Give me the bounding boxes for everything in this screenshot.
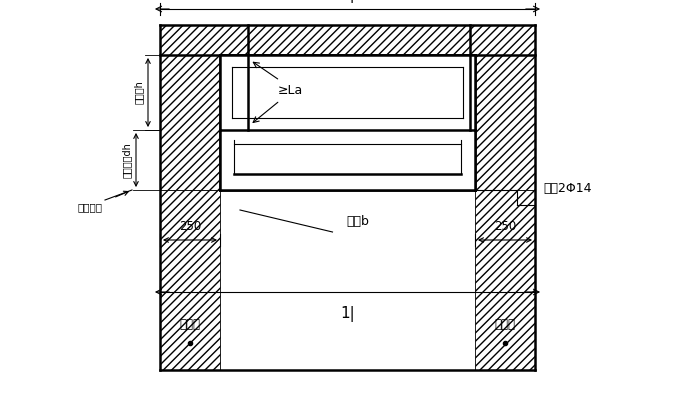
Polygon shape	[160, 55, 220, 190]
Text: 原梁高h: 原梁高h	[134, 80, 144, 104]
Text: 1|: 1|	[340, 306, 355, 322]
Text: 门宽b: 门宽b	[346, 215, 369, 228]
Text: 附加梁高dh: 附加梁高dh	[122, 142, 132, 178]
Text: 梁圧2Φ14: 梁圧2Φ14	[543, 182, 592, 194]
Text: 填充墙: 填充墙	[494, 318, 516, 332]
Polygon shape	[220, 55, 475, 130]
Text: ≥La: ≥La	[277, 84, 302, 97]
Text: 洞顶标高: 洞顶标高	[77, 202, 102, 212]
Text: 1|: 1|	[340, 0, 355, 3]
Polygon shape	[160, 25, 535, 55]
Polygon shape	[475, 55, 535, 190]
Polygon shape	[160, 190, 220, 370]
Text: 250: 250	[494, 220, 516, 233]
Polygon shape	[220, 130, 475, 190]
Text: 250: 250	[179, 220, 201, 233]
Polygon shape	[475, 190, 535, 370]
Text: 填充墙: 填充墙	[180, 318, 200, 332]
